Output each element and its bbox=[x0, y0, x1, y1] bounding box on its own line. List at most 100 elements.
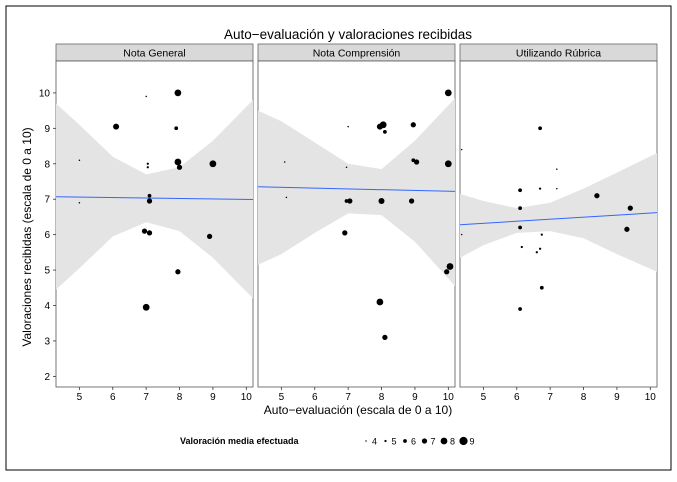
x-tick-label: 10 bbox=[241, 392, 253, 403]
facet-panels: Nota General 5 6 7 8 9 10 Nota Comprensión 5 6 7 8 9… bbox=[55, 43, 658, 403]
data-point bbox=[378, 198, 385, 204]
x-tick-label: 6 bbox=[110, 392, 116, 403]
data-point bbox=[413, 159, 420, 165]
data-point bbox=[78, 201, 81, 204]
data-point bbox=[342, 230, 348, 236]
x-tick-label: 5 bbox=[279, 392, 285, 403]
data-point bbox=[535, 251, 538, 254]
x-tick-label: 6 bbox=[312, 392, 318, 403]
x-tick-label: 8 bbox=[379, 392, 385, 403]
x-tick-label: 8 bbox=[581, 392, 587, 403]
size-legend: Valoración media efectuada 4 5 6 7 8 9 bbox=[180, 436, 475, 447]
legend-key bbox=[384, 439, 387, 443]
data-point bbox=[446, 263, 454, 270]
data-point bbox=[383, 130, 387, 134]
data-point bbox=[174, 126, 179, 131]
confidence-band bbox=[258, 98, 455, 286]
data-point bbox=[518, 188, 522, 193]
data-point bbox=[627, 205, 633, 211]
data-point bbox=[285, 196, 288, 199]
legend-key bbox=[440, 437, 448, 445]
y-tick-label: 4 bbox=[44, 301, 50, 312]
legend-label: 8 bbox=[450, 437, 455, 447]
legend-label: 4 bbox=[372, 437, 377, 447]
data-point bbox=[145, 95, 147, 98]
data-point bbox=[176, 164, 183, 170]
data-point bbox=[347, 198, 353, 204]
x-tick-label: 10 bbox=[443, 392, 455, 403]
data-point bbox=[376, 298, 384, 306]
data-point bbox=[175, 269, 181, 275]
data-point bbox=[539, 285, 544, 290]
regression-line bbox=[55, 196, 254, 201]
data-point bbox=[78, 159, 81, 161]
y-tick-label: 2 bbox=[44, 372, 50, 383]
data-point bbox=[594, 193, 600, 199]
data-point bbox=[379, 121, 387, 129]
y-axis-title: Valoraciones recibidas (escala de 0 a 10… bbox=[20, 127, 34, 346]
data-point bbox=[520, 245, 523, 249]
data-point bbox=[556, 187, 558, 190]
data-point bbox=[206, 233, 213, 240]
x-axis-title: Auto−evaluación (escala de 0 a 10) bbox=[264, 403, 452, 417]
facet-strip-label: Nota Comprensión bbox=[313, 48, 401, 60]
data-point bbox=[538, 247, 542, 250]
y-tick-label: 7 bbox=[44, 195, 50, 206]
data-point bbox=[174, 89, 182, 97]
legend-key bbox=[421, 438, 428, 444]
y-tick-label: 10 bbox=[39, 88, 51, 99]
data-point bbox=[444, 269, 450, 275]
data-point bbox=[146, 166, 149, 169]
legend-key bbox=[459, 436, 468, 446]
facet-panel: Nota General 5 6 7 8 9 10 bbox=[55, 43, 254, 403]
y-tick-label: 5 bbox=[44, 266, 50, 277]
data-point bbox=[518, 206, 522, 210]
data-point bbox=[382, 334, 388, 341]
confidence-band bbox=[56, 100, 253, 299]
legend-key bbox=[403, 439, 407, 443]
x-tick-label: 5 bbox=[481, 392, 487, 403]
data-point bbox=[113, 123, 120, 130]
data-point bbox=[461, 148, 463, 151]
data-point bbox=[174, 158, 182, 166]
y-axis: 2 3 4 5 6 7 8 9 10 bbox=[39, 88, 56, 383]
data-point bbox=[141, 228, 148, 234]
confidence-band bbox=[460, 153, 657, 272]
data-point bbox=[518, 307, 522, 311]
data-point bbox=[345, 166, 348, 169]
regression-line bbox=[257, 186, 456, 192]
data-point bbox=[518, 225, 522, 230]
data-point bbox=[147, 193, 152, 198]
legend-label: 6 bbox=[411, 437, 416, 447]
data-point bbox=[283, 161, 286, 163]
x-tick-label: 7 bbox=[143, 392, 149, 403]
data-point bbox=[146, 198, 153, 204]
data-point bbox=[347, 125, 349, 128]
data-point bbox=[142, 303, 150, 311]
data-point bbox=[444, 160, 452, 168]
x-tick-label: 7 bbox=[345, 392, 351, 403]
x-tick-label: 6 bbox=[514, 392, 520, 403]
legend-key bbox=[365, 440, 367, 442]
facet-strip-label: Nota General bbox=[123, 48, 185, 60]
legend-label: 9 bbox=[470, 437, 475, 447]
x-tick-label: 9 bbox=[210, 392, 216, 403]
y-tick-label: 3 bbox=[44, 336, 50, 347]
y-tick-label: 9 bbox=[44, 124, 50, 135]
x-tick-label: 9 bbox=[614, 392, 620, 403]
data-point bbox=[556, 168, 558, 170]
data-point bbox=[624, 226, 630, 232]
facet-panel: Nota Comprensión 5 6 7 8 9 10 bbox=[257, 43, 456, 403]
legend-title: Valoración media efectuada bbox=[180, 436, 300, 446]
data-point bbox=[444, 89, 452, 97]
y-tick-label: 6 bbox=[44, 230, 50, 241]
data-point bbox=[146, 162, 149, 165]
data-point bbox=[408, 198, 415, 204]
facet-strip-label: Utilizando Rúbrica bbox=[516, 48, 601, 60]
data-point bbox=[461, 233, 463, 236]
data-point bbox=[538, 187, 542, 190]
data-point bbox=[540, 233, 543, 236]
data-point bbox=[538, 126, 542, 131]
